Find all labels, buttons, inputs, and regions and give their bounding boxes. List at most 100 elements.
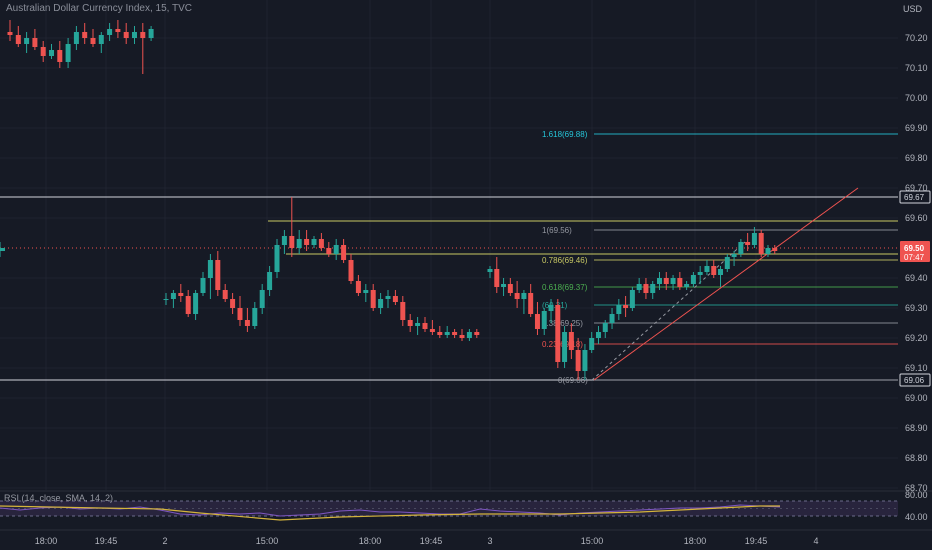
current-price-label: 69.50 xyxy=(904,244,925,253)
uptrend-line xyxy=(593,187,859,381)
candle-body xyxy=(521,293,527,299)
time-tick-label: 19:45 xyxy=(420,536,443,546)
price-tick-label: 70.00 xyxy=(905,93,928,103)
price-tick-label: 69.10 xyxy=(905,363,928,373)
current-price-badge xyxy=(900,241,930,262)
price-axis[interactable]: 70.20 70.10 70.00 69.90 69.80 69.70 69.60 69.40… xyxy=(899,33,931,493)
candle-body xyxy=(73,32,79,44)
candle-body xyxy=(178,293,184,296)
candle-body xyxy=(244,320,250,326)
fibonacci-retracement[interactable]: 1.618(69.88) 1(69.56) 0.786(69.46) 0.618(69… xyxy=(542,130,898,385)
fib-level-label: 0.38(69.25) xyxy=(542,319,583,328)
chart-title: Australian Dollar Currency Index, 15, TV… xyxy=(6,3,193,14)
candle-body xyxy=(207,260,213,278)
candle-body xyxy=(697,272,703,275)
candle-body xyxy=(24,38,30,44)
candle-body xyxy=(415,323,421,326)
candle-body xyxy=(200,278,206,293)
rsi-sma-line xyxy=(0,505,780,521)
price-tick-label: 70.10 xyxy=(905,63,928,73)
candle-body xyxy=(765,248,771,254)
candle-series xyxy=(0,20,778,380)
fib-level-label: 1(69.56) xyxy=(542,226,572,235)
candle-body xyxy=(670,278,676,284)
price-tick-label: 69.00 xyxy=(905,393,928,403)
candle-body xyxy=(311,239,317,245)
price-tick-label: 69.20 xyxy=(905,333,928,343)
candle-body xyxy=(318,239,324,248)
rsi-pane: 80.00 40.00 xyxy=(0,490,932,531)
candle-body xyxy=(363,290,369,293)
candle-body xyxy=(378,299,384,308)
candle-body xyxy=(163,299,169,300)
candle-body xyxy=(15,35,21,44)
candle-body xyxy=(718,269,724,275)
candle-body xyxy=(444,332,450,335)
candle-body xyxy=(392,296,398,302)
time-tick-label: 3 xyxy=(487,536,492,546)
price-tick-label: 69.40 xyxy=(905,273,928,283)
price-tick-label: 69.70 xyxy=(905,183,928,193)
candle-body xyxy=(751,233,757,245)
candle-body xyxy=(281,236,287,245)
candle-body xyxy=(385,296,391,299)
horizontal-lines xyxy=(0,196,898,381)
candle-body xyxy=(252,308,258,326)
candle-body xyxy=(259,290,265,308)
candle-body xyxy=(690,275,696,284)
candle-body xyxy=(575,350,581,371)
candle-body xyxy=(32,38,38,47)
fib-level-label: 1.618(69.88) xyxy=(542,130,588,139)
candle-body xyxy=(82,32,88,38)
candle-body xyxy=(602,323,608,332)
candle-body xyxy=(355,281,361,293)
candle-body xyxy=(452,332,458,335)
candle-body xyxy=(595,332,601,338)
candle-body xyxy=(459,335,465,338)
candle-body xyxy=(507,284,513,293)
candle-body xyxy=(731,254,737,257)
candle-body xyxy=(711,266,717,275)
time-tick-label: 2 xyxy=(162,536,167,546)
time-tick-label: 19:45 xyxy=(745,536,768,546)
candle-body xyxy=(704,266,710,272)
candle-body xyxy=(237,308,243,320)
candle-body xyxy=(267,272,273,290)
candle-body xyxy=(90,38,96,44)
candle-body xyxy=(185,296,191,314)
candle-body xyxy=(0,248,5,251)
candle-body xyxy=(429,329,435,332)
rsi-legend-label: RSI (14, close, SMA, 14, 2) xyxy=(4,493,114,503)
candle-body xyxy=(65,44,71,62)
candle-body xyxy=(193,293,199,314)
price-box-label: 69.67 xyxy=(904,193,925,202)
candle-body xyxy=(40,47,46,56)
candle-body xyxy=(140,32,146,38)
candle-body xyxy=(474,332,480,335)
candle-body xyxy=(422,323,428,329)
candle-body xyxy=(107,29,113,35)
candle-body xyxy=(745,242,751,245)
candle-body xyxy=(407,320,413,326)
candle-body xyxy=(148,29,154,38)
fib-level-label: 0.786(69.46) xyxy=(542,256,588,265)
candle-body xyxy=(643,284,649,293)
candle-body xyxy=(663,278,669,284)
candle-body xyxy=(582,350,588,371)
fib-level-label: (69.31) xyxy=(542,301,568,310)
candle-body xyxy=(623,305,629,308)
candle-body xyxy=(609,314,615,323)
price-tick-label: 70.20 xyxy=(905,33,928,43)
candle-body xyxy=(304,239,310,245)
candle-body xyxy=(738,242,744,254)
candle-body xyxy=(555,305,561,362)
candle-body xyxy=(636,284,642,290)
candle-body xyxy=(115,29,121,32)
time-axis[interactable]: 18:00 19:45 2 15:00 18:00 19:45 3 15:00 18:00 19:… xyxy=(35,536,819,546)
candle-body xyxy=(400,302,406,320)
time-tick-label: 4 xyxy=(813,536,818,546)
candle-body xyxy=(333,245,339,254)
candle-body xyxy=(562,332,568,362)
trend-lines[interactable] xyxy=(591,187,859,381)
